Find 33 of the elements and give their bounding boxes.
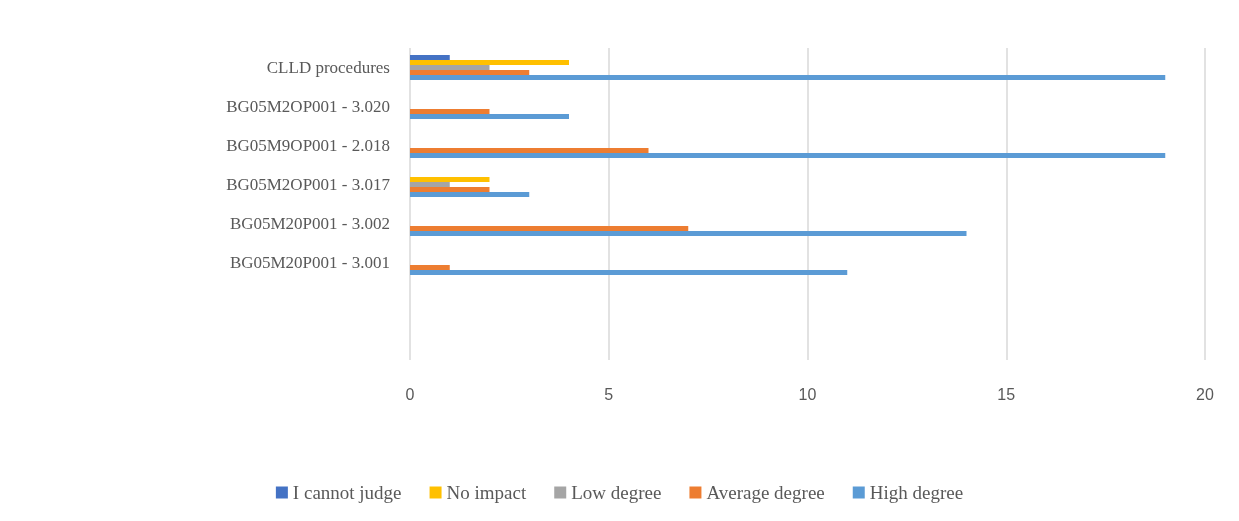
- y-tick-label: BG05M20P001 - 3.002: [229, 214, 390, 233]
- y-tick-label: BG05M2OP001 - 3.020: [226, 97, 390, 116]
- bar: [410, 182, 450, 187]
- x-tick-label: 15: [997, 385, 1016, 403]
- bar: [410, 226, 689, 231]
- bar: [410, 55, 450, 61]
- x-tick-label: 20: [1196, 385, 1214, 403]
- legend-label: No impact: [446, 482, 527, 503]
- bar: [410, 60, 569, 65]
- bar: [410, 187, 490, 192]
- legend-label: Average degree: [706, 482, 825, 503]
- bar: [410, 230, 967, 236]
- legend-label: Low degree: [571, 482, 662, 503]
- bar: [410, 74, 1166, 80]
- bar: [410, 65, 490, 70]
- bar: [410, 265, 450, 270]
- y-tick-label: BG05M20P001 - 3.001: [229, 253, 390, 272]
- bar: [410, 70, 530, 75]
- bar: [410, 191, 530, 197]
- y-tick-label: BG05M9OP001 - 2.018: [226, 136, 390, 155]
- bar: [410, 113, 569, 119]
- y-tick-label: BG05M2OP001 - 3.017: [226, 175, 391, 194]
- bar: [410, 269, 848, 275]
- legend-label: I cannot judge: [292, 482, 402, 503]
- x-tick-label: 10: [798, 385, 817, 403]
- bar: [410, 148, 649, 153]
- x-tick-label: 5: [604, 385, 614, 403]
- bar: [410, 109, 490, 114]
- x-tick-label: 0: [405, 385, 415, 403]
- legend-label: High degree: [869, 482, 964, 503]
- bar: [410, 152, 1166, 158]
- bar: [410, 177, 490, 182]
- y-tick-label: CLLD procedures: [266, 58, 390, 77]
